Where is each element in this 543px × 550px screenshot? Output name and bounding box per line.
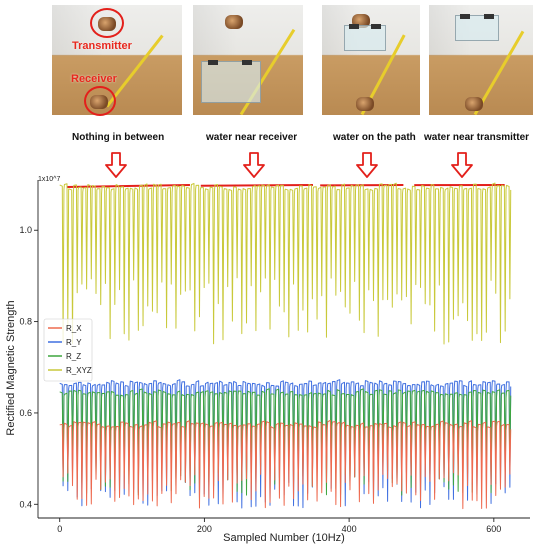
down-arrow-icon [243,152,265,178]
transmitter-highlight-circle [90,8,124,38]
y-tick-label: 1.0 [19,225,32,235]
transmitter-device [225,15,243,29]
series-line-r-x [59,419,512,510]
y-tick-label: 0.6 [19,408,32,418]
receiver-label: Receiver [71,73,117,85]
series-group [59,182,512,510]
photo-water-near-transmitter [429,5,533,115]
water-container [455,14,499,41]
segment-lines [66,184,505,188]
legend-label: R_X [66,324,82,333]
legend-label: R_Y [66,338,82,347]
x-tick-label: 0 [57,524,62,534]
container-clip [460,14,470,19]
water-container [201,60,261,103]
x-tick-label: 200 [197,524,212,534]
legend-label: R_Z [66,352,81,361]
container-clip [371,24,381,29]
segment-line [200,184,313,187]
container-clip [484,14,494,19]
down-arrow-icon [105,152,127,178]
segment-line [66,184,190,188]
chart-axes [37,180,530,519]
scale-note: 1x10^7 [38,176,60,183]
y-axis-label: Rectified Magnetic Strength [5,300,17,435]
y-tick-label: 0.8 [19,317,32,327]
container-clip [349,24,359,29]
caption-water-near-transmitter: water near transmitter [424,132,530,143]
caption-water-near-receiver: water near receiver [206,132,298,143]
transmitter-label: Transmitter [72,40,132,52]
legend-box [43,318,93,382]
container-clip [208,60,218,65]
photo-water-near-receiver [193,5,303,115]
down-arrow-icon [451,152,473,178]
caption-nothing-between: Nothing in between [72,132,165,143]
water-container [344,24,386,51]
receiver-highlight-circle [84,86,116,116]
x-axis-label: Sampled Number (10Hz) [223,532,345,544]
receiver-device [356,97,374,111]
series-line-r-z [59,388,512,496]
legend: R_X R_Y R_Z R_XYZ [43,318,93,382]
series-line-r-xyz [59,182,512,345]
series-line-r-y [59,379,512,509]
container-clip [242,60,252,65]
receiver-device [465,97,483,111]
tick-group: 0 200 400 600 0.4 0.6 0.8 1.0 [19,225,501,534]
down-arrow-icon [356,152,378,178]
y-tick-label: 0.4 [19,499,32,509]
x-tick-label: 600 [486,524,501,534]
legend-label: R_XYZ [66,366,92,375]
photo-water-on-path [322,5,420,115]
caption-water-on-path: water on the path [333,132,416,143]
x-tick-label: 400 [342,524,357,534]
